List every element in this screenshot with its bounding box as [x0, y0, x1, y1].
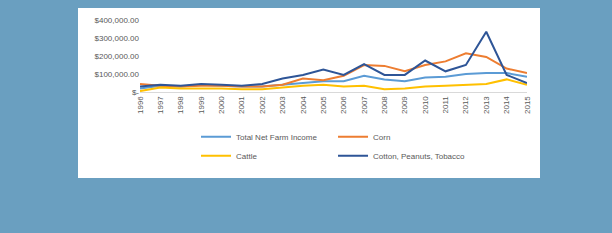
svg-text:2004: 2004 — [299, 96, 308, 114]
svg-text:2003: 2003 — [278, 96, 287, 114]
svg-text:2009: 2009 — [400, 96, 409, 114]
svg-text:2012: 2012 — [461, 96, 470, 114]
svg-text:Corn: Corn — [373, 133, 390, 142]
svg-text:1998: 1998 — [176, 96, 185, 114]
svg-text:Cattle: Cattle — [236, 152, 257, 161]
svg-text:2010: 2010 — [421, 96, 430, 114]
svg-text:$100,000.00: $100,000.00 — [95, 70, 140, 79]
svg-text:2007: 2007 — [360, 96, 369, 114]
svg-text:$300,000.00: $300,000.00 — [95, 34, 140, 43]
svg-text:2002: 2002 — [258, 96, 267, 114]
svg-text:2001: 2001 — [237, 96, 246, 114]
svg-text:$200,000.00: $200,000.00 — [95, 52, 140, 61]
svg-text:1999: 1999 — [197, 96, 206, 114]
svg-text:$-: $- — [132, 88, 139, 97]
svg-text:2000: 2000 — [217, 96, 226, 114]
svg-text:2006: 2006 — [339, 96, 348, 114]
svg-text:2011: 2011 — [441, 96, 450, 114]
svg-text:2013: 2013 — [482, 96, 491, 114]
svg-text:$400,000.00: $400,000.00 — [95, 16, 140, 25]
svg-text:Cotton, Peanuts, Tobacco: Cotton, Peanuts, Tobacco — [373, 152, 465, 161]
svg-text:2015: 2015 — [523, 96, 532, 114]
svg-text:1997: 1997 — [156, 96, 165, 114]
svg-text:1996: 1996 — [136, 96, 145, 114]
svg-text:2005: 2005 — [319, 96, 328, 114]
svg-text:2008: 2008 — [380, 96, 389, 114]
svg-text:Total Net Farm Income: Total Net Farm Income — [236, 133, 317, 142]
svg-text:2014: 2014 — [502, 96, 511, 114]
